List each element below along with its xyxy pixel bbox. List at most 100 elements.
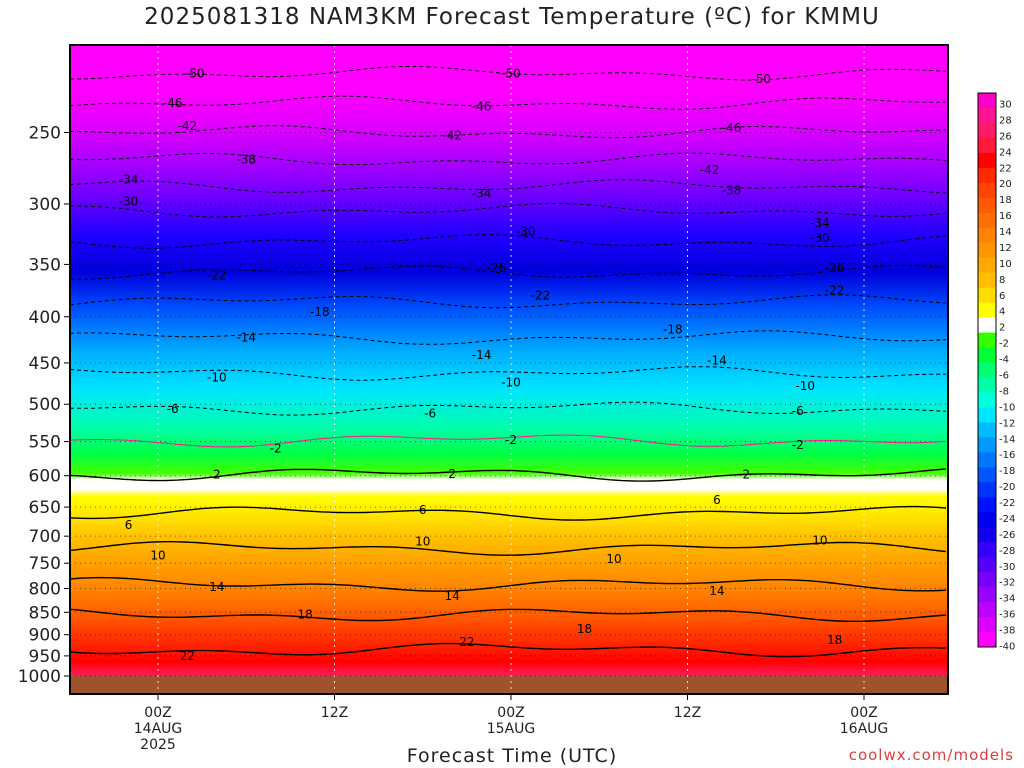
y-tick-label: 650 xyxy=(29,498,61,518)
contour-label: 2 xyxy=(448,467,456,481)
contour-label: -14 xyxy=(707,353,727,367)
isotherm-6 xyxy=(69,505,947,521)
colorbar-swatch xyxy=(978,542,996,558)
contour-label: -2 xyxy=(792,438,804,452)
isotherm--26 xyxy=(69,234,947,249)
contour-label: 22 xyxy=(459,635,474,649)
plot-border xyxy=(69,44,949,695)
contour-label: -34 xyxy=(119,173,139,187)
y-tick-label: 550 xyxy=(29,433,61,453)
isotherm--18 xyxy=(69,294,947,309)
colorbar-swatch xyxy=(978,212,996,229)
colorbar-swatch xyxy=(978,572,996,588)
colorbar-label: 2 xyxy=(999,323,1005,334)
colorbar-swatch xyxy=(978,377,996,393)
colorbar-swatch xyxy=(978,197,996,214)
contour-label: -2 xyxy=(505,433,517,447)
isotherm-18 xyxy=(69,608,947,622)
y-tick-label: 250 xyxy=(29,123,61,143)
source-credit: coolwx.com/models xyxy=(848,746,1014,764)
contour-label: 6 xyxy=(419,503,427,517)
colorbar-label: 22 xyxy=(999,163,1012,174)
colorbar-swatch xyxy=(978,93,996,109)
contour-label: -26 xyxy=(486,261,506,275)
contour-label: 18 xyxy=(577,622,592,636)
contour-label: 14 xyxy=(445,589,460,603)
colorbar-label: -6 xyxy=(999,371,1009,382)
colorbar-label: -14 xyxy=(999,434,1015,445)
y-tick-label: 1000 xyxy=(18,667,61,687)
colorbar-swatch xyxy=(978,152,996,169)
isotherm--38 xyxy=(69,152,947,166)
contour-label: 6 xyxy=(125,518,133,532)
colorbar-swatch xyxy=(978,317,996,334)
isotherm--46 xyxy=(69,95,947,110)
colorbar-swatch xyxy=(978,392,996,408)
colorbar-label: 20 xyxy=(999,179,1012,190)
ground-below-surface xyxy=(70,676,948,694)
x-axis-title: Forecast Time (UTC) xyxy=(406,745,618,767)
colorbar-label: 12 xyxy=(999,243,1012,254)
isotherm--6 xyxy=(69,401,947,416)
contour-label: -18 xyxy=(663,322,683,336)
contour-label: -42 xyxy=(442,129,462,143)
colorbar-label: -24 xyxy=(999,514,1015,525)
contour-label: -14 xyxy=(472,348,492,362)
y-tick-label: 800 xyxy=(29,580,61,600)
colorbar-swatch xyxy=(978,227,996,244)
contour-label: -30 xyxy=(810,231,830,245)
contour-label: -50 xyxy=(751,72,771,86)
x-tick-label: 16AUG xyxy=(840,721,889,737)
colorbar-swatch xyxy=(978,122,996,139)
y-tick-label: 400 xyxy=(29,308,61,328)
colorbar-swatch xyxy=(978,287,996,304)
contour-label: -22 xyxy=(207,268,227,282)
colorbar-label: 24 xyxy=(999,147,1012,158)
plot-frame xyxy=(69,44,949,695)
colorbar-label: 4 xyxy=(999,307,1005,318)
colorbar-swatch xyxy=(978,302,996,319)
colorbar-swatch xyxy=(978,407,996,423)
colorbar-label: 10 xyxy=(999,259,1012,270)
colorbar-swatch xyxy=(978,557,996,573)
colorbar-swatch xyxy=(978,602,996,618)
colorbar-label: -16 xyxy=(999,450,1015,461)
contour-label: -38 xyxy=(722,184,742,198)
colorbar-swatch xyxy=(978,452,996,468)
colorbar-border xyxy=(977,92,997,648)
colorbar-label: -32 xyxy=(999,578,1015,589)
plot-area xyxy=(70,45,948,694)
colorbar-label: 18 xyxy=(999,195,1012,206)
temperature-field xyxy=(70,45,948,694)
colorbar-label: 30 xyxy=(999,100,1012,111)
y-tick-label: 300 xyxy=(29,195,61,215)
contour-labels: -50 -50 -50-46 -46-46-42-42-42-38-38-34-34-… xyxy=(119,66,845,663)
contour-label: -10 xyxy=(501,375,521,389)
contour-label: -42 xyxy=(178,119,198,133)
contour-label: -10 xyxy=(795,379,815,393)
isotherm--14 xyxy=(69,330,947,345)
colorbar-swatch xyxy=(978,482,996,498)
y-tick-label: 450 xyxy=(29,354,61,374)
contour-label: -30 xyxy=(119,194,139,208)
colorbar-label: -12 xyxy=(999,418,1015,429)
isotherm--2 xyxy=(69,434,947,448)
colorbar-swatch xyxy=(978,347,996,364)
colorbar-label: 16 xyxy=(999,211,1012,222)
colorbar-label: -2 xyxy=(999,339,1009,350)
contour-label: -6 xyxy=(424,407,436,421)
y-tick-label: 350 xyxy=(29,255,61,275)
colorbar-label: 6 xyxy=(999,291,1005,302)
colorbar-label: 14 xyxy=(999,227,1012,238)
contour-label: -2 xyxy=(270,442,282,456)
isotherm-14 xyxy=(69,576,947,592)
x-tick-label: 00Z xyxy=(850,705,877,721)
contour-label: -46 xyxy=(722,121,742,135)
colorbar-label: -20 xyxy=(999,482,1015,493)
colorbar-swatch xyxy=(978,107,996,124)
colorbar-swatch xyxy=(978,497,996,513)
x-tick-label: 00Z xyxy=(144,705,171,721)
colorbar-swatch xyxy=(978,527,996,543)
y-tick-label: 900 xyxy=(29,626,61,646)
contour-label: -46 xyxy=(472,100,492,114)
